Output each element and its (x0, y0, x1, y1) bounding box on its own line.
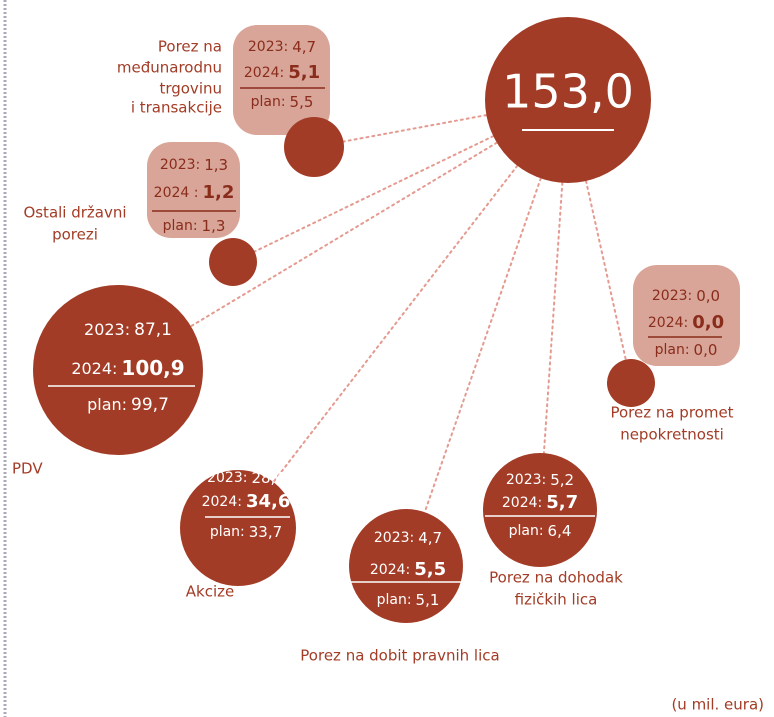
value-row: plan: 0,0 (655, 341, 718, 359)
value-box (233, 25, 330, 135)
value-row: 2024: 5,5 (370, 559, 446, 580)
row-value: 0,0 (692, 312, 724, 333)
row-year: 2023: (84, 320, 130, 339)
value-row: 2023: 28,4 (207, 469, 285, 487)
row-year: plan: (509, 523, 544, 539)
node-circle (180, 470, 296, 586)
value-row: 2024: 5,7 (502, 492, 578, 513)
node-label: Ostali državni (23, 204, 126, 222)
row-year: 2024: (244, 65, 284, 81)
row-year: 2024: (502, 495, 542, 511)
value-row: 2024: 100,9 (71, 356, 184, 380)
row-year: plan: (163, 218, 198, 234)
node-label: fizičkih lica (515, 591, 598, 609)
value-row: 2023: 1,3 (160, 156, 228, 174)
value-row: 2023: 0,0 (652, 287, 720, 305)
node-circle (209, 238, 257, 286)
node-circle (33, 285, 203, 455)
row-year: 2023: (160, 157, 200, 173)
connector (189, 141, 498, 328)
row-value: 100,9 (121, 356, 184, 380)
node-circle (607, 359, 655, 407)
connector (542, 181, 564, 455)
value-box (633, 265, 740, 366)
row-value: 5,7 (546, 492, 578, 513)
row-value: 5,1 (416, 591, 440, 609)
node-label: trgovinu (159, 80, 222, 98)
row-year: 2024: (370, 562, 410, 578)
connector (253, 135, 495, 253)
node-label: nepokretnosti (620, 426, 724, 444)
row-year: 2023: (506, 472, 546, 488)
row-value: 5,2 (550, 471, 574, 489)
row-value: 0,0 (696, 287, 720, 305)
row-year: plan: (210, 524, 245, 540)
row-year: plan: (87, 395, 127, 414)
row-value: 6,4 (548, 522, 572, 540)
value-row: 2024 :1,2 (154, 182, 235, 203)
row-year: 2023: (248, 39, 288, 55)
value-box (147, 142, 240, 238)
row-value: 4,7 (292, 38, 316, 56)
node-label: međunarodnu (117, 59, 222, 77)
value-row: plan: 99,7 (87, 395, 169, 416)
row-value: 34,6 (246, 491, 290, 512)
value-row: plan: 1,3 (163, 217, 226, 235)
row-value: 1,2 (202, 182, 234, 203)
row-value: 5,5 (414, 559, 446, 580)
value-row: 2024: 5,1 (244, 62, 320, 83)
row-value: 1,3 (204, 156, 228, 174)
value-row: 2023: 4,7 (374, 529, 442, 547)
row-value: 99,7 (131, 395, 169, 415)
value-row: plan: 33,7 (210, 523, 282, 541)
connector (272, 164, 519, 484)
value-row: 2024: 34,6 (202, 491, 291, 512)
node-label: Porez na dohodak (489, 569, 623, 587)
row-year: 2024 : (154, 185, 199, 201)
row-year: plan: (377, 592, 412, 608)
node-circle (284, 117, 344, 177)
value-row: 2023: 4,7 (248, 38, 316, 56)
row-value: 4,7 (418, 529, 442, 547)
total-value: 153,0 (502, 65, 634, 119)
row-year: plan: (251, 94, 286, 110)
value-row: plan: 6,4 (509, 522, 572, 540)
row-value: 87,1 (134, 320, 172, 340)
node-label: i transakcije (131, 99, 222, 117)
value-row: 2024: 0,0 (648, 312, 724, 333)
node-circle (483, 453, 597, 567)
node-circle (349, 509, 463, 623)
unit-note: (u mil. eura) (671, 696, 764, 714)
row-year: 2024: (202, 494, 242, 510)
node-label: Porez na dobit pravnih lica (300, 647, 499, 665)
row-value: 5,5 (290, 93, 314, 111)
value-row: 2023: 87,1 (84, 320, 172, 341)
row-year: 2023: (374, 530, 414, 546)
row-value: 28,4 (251, 469, 284, 487)
connector (585, 180, 627, 361)
row-year: 2023: (207, 470, 247, 486)
row-value: 0,0 (694, 341, 718, 359)
row-year: 2024: (648, 315, 688, 331)
node-label: Akcize (186, 583, 234, 601)
value-row: 2023: 5,2 (506, 471, 574, 489)
total-circle (485, 17, 651, 183)
row-value: 33,7 (249, 523, 282, 541)
connector (342, 114, 488, 143)
row-year: plan: (655, 342, 690, 358)
row-year: 2024: (71, 359, 117, 378)
connector (423, 177, 542, 514)
node-label: Porez na promet (610, 404, 733, 422)
row-value: 1,3 (202, 217, 226, 235)
value-row: plan: 5,5 (251, 93, 314, 111)
node-label: porezi (52, 226, 98, 244)
row-value: 5,1 (288, 62, 320, 83)
value-row: plan: 5,1 (377, 591, 440, 609)
node-label: PDV (12, 460, 43, 478)
node-label: Porez na (158, 38, 222, 56)
row-year: 2023: (652, 288, 692, 304)
